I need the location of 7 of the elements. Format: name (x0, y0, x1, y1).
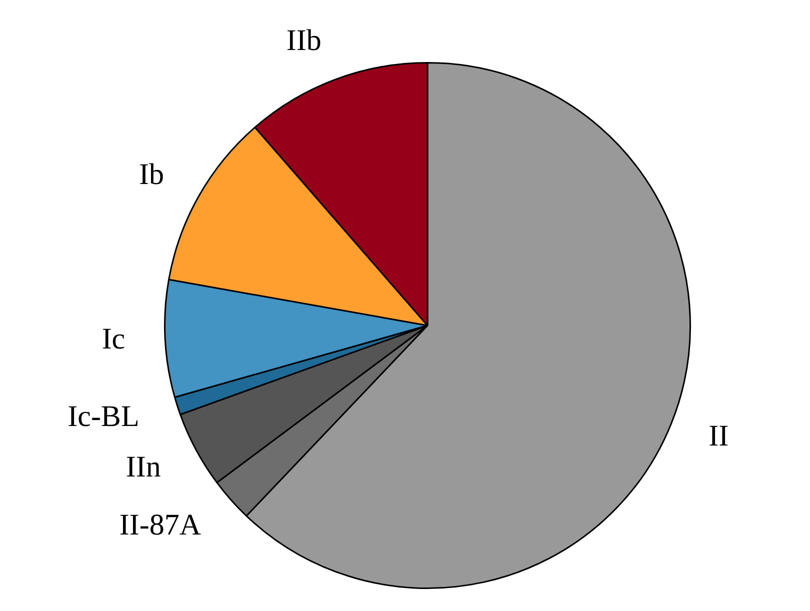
slice-label: II-87A (119, 508, 202, 542)
slice-label: IIb (286, 24, 322, 57)
slice-label: Ib (139, 158, 164, 192)
slice-label: Ic (102, 322, 126, 356)
slice-label: IIn (126, 450, 161, 484)
slice-label: Ic-BL (68, 400, 140, 434)
slice-label: II (708, 420, 729, 453)
